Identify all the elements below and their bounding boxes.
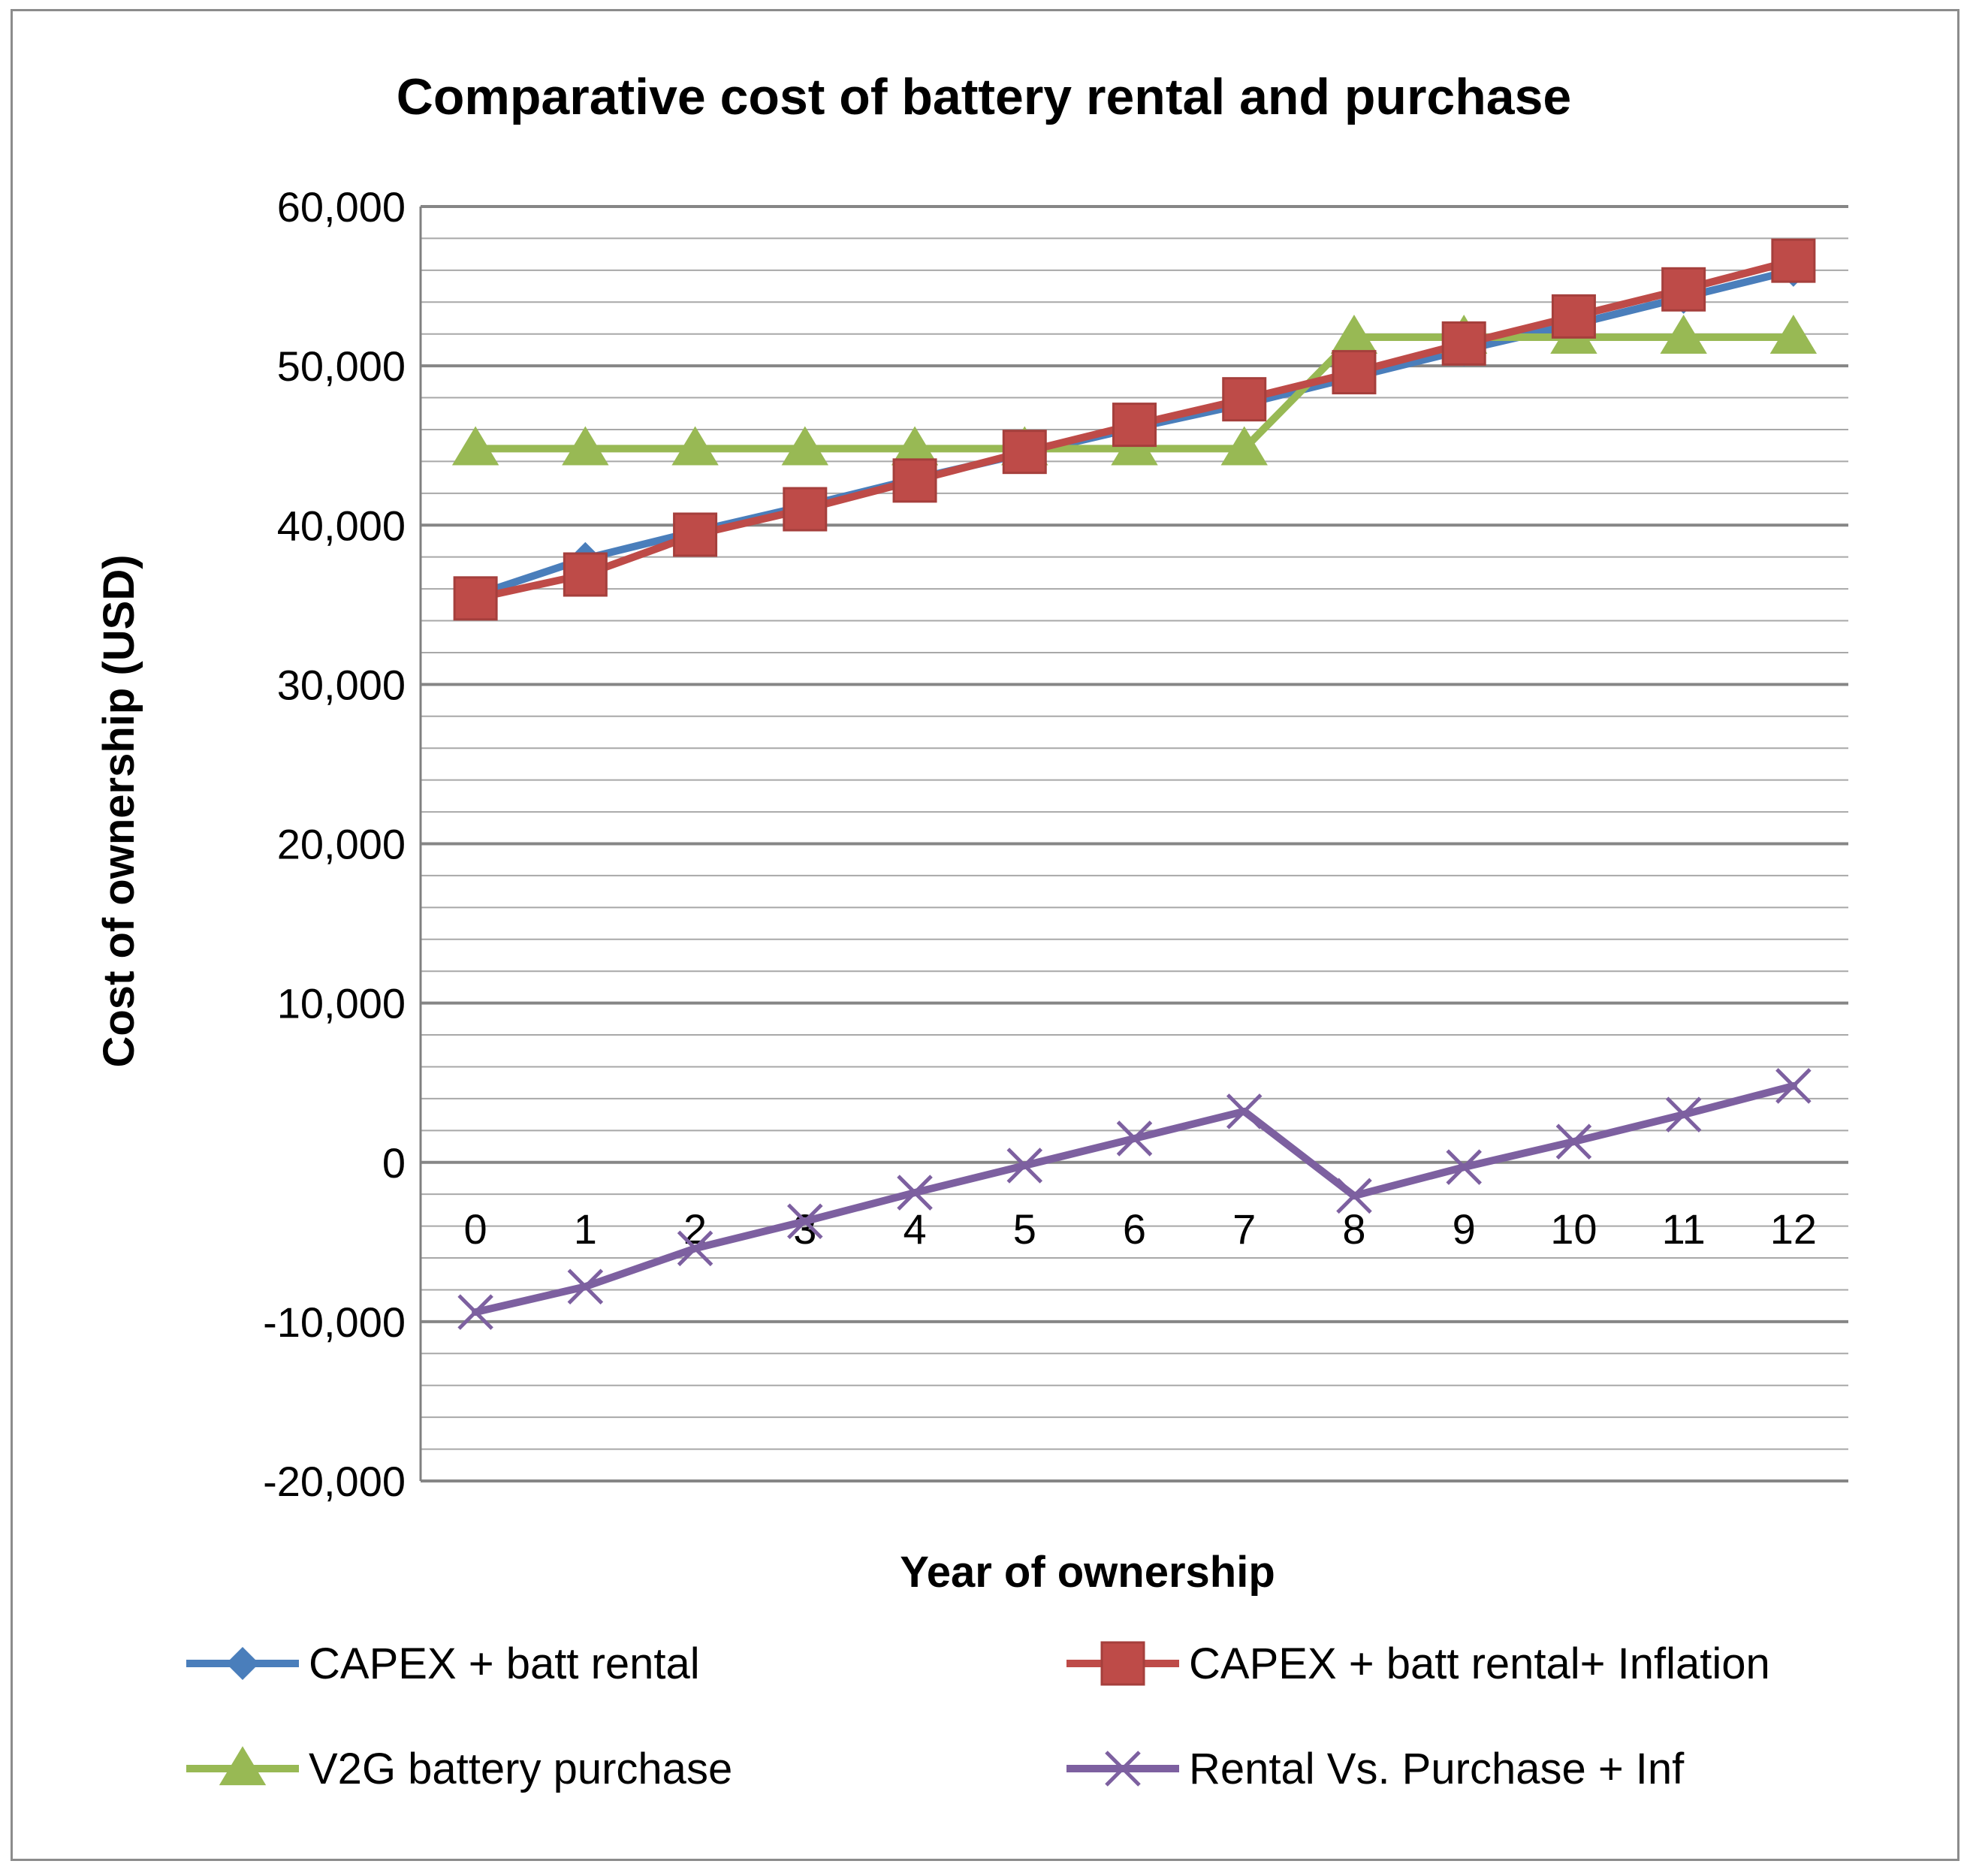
data-point-marker — [1330, 315, 1378, 354]
series-line — [472, 1081, 1797, 1317]
data-point-marker — [1006, 1148, 1043, 1184]
data-point-marker — [1551, 294, 1596, 339]
chart-frame — [11, 9, 1959, 1861]
legend-label: V2G battery purchase — [309, 1745, 732, 1793]
data-point-marker — [563, 552, 608, 597]
x-tick-label: 5 — [1013, 1205, 1036, 1253]
data-point-marker — [1332, 350, 1377, 395]
x-axis-ticks: 0 1 2 3 4 5 6 7 8 9 10 11 12 — [464, 1205, 1817, 1253]
legend-swatch-marker — [1100, 1641, 1145, 1686]
data-point-marker — [671, 426, 719, 466]
data-point-marker — [562, 426, 609, 466]
legend-swatch-marker — [1105, 1751, 1141, 1787]
y-tick-label: 30,000 — [277, 661, 406, 708]
data-point-marker — [1002, 430, 1047, 475]
x-tick-label: 4 — [903, 1205, 926, 1253]
y-tick-label: 40,000 — [277, 502, 406, 549]
y-axis-title: Cost of ownership (USD) — [95, 554, 143, 1067]
data-point-marker — [1116, 1120, 1153, 1157]
data-point-marker — [1661, 267, 1706, 312]
x-tick-label: 1 — [574, 1205, 597, 1253]
legend: CAPEX + batt rental CAPEX + batt rental+ … — [186, 1639, 1770, 1793]
x-tick-label: 8 — [1342, 1205, 1365, 1253]
gridlines — [421, 205, 1848, 1482]
y-tick-label: 10,000 — [277, 980, 406, 1027]
y-tick-label: 20,000 — [277, 821, 406, 868]
data-point-marker — [453, 576, 498, 621]
data-point-marker — [1441, 321, 1486, 366]
y-tick-label: 0 — [382, 1139, 406, 1187]
chart-title: Comparative cost of battery rental and p… — [397, 68, 1571, 125]
data-point-marker — [897, 1175, 933, 1211]
data-point-marker — [451, 426, 499, 466]
data-point-marker — [892, 458, 937, 503]
data-point-marker — [1665, 1096, 1702, 1133]
data-point-marker — [781, 426, 829, 466]
legend-item: Rental Vs. Purchase + Inf — [1066, 1745, 1685, 1793]
data-point-marker — [677, 1230, 713, 1267]
data-point-marker — [891, 426, 939, 466]
data-point-marker — [1336, 1178, 1372, 1214]
data-point-marker — [567, 1268, 604, 1304]
data-point-marker — [1226, 1093, 1263, 1130]
y-tick-label: 60,000 — [277, 183, 406, 231]
series-triangle — [451, 315, 1818, 466]
legend-label: Rental Vs. Purchase + Inf — [1189, 1745, 1685, 1793]
x-tick-label: 12 — [1770, 1205, 1817, 1253]
series-group — [451, 238, 1818, 1330]
data-point-marker — [1660, 315, 1707, 354]
legend-item: CAPEX + batt rental — [186, 1639, 700, 1688]
x-tick-label: 9 — [1453, 1205, 1476, 1253]
x-axis-title: Year of ownership — [900, 1548, 1275, 1597]
data-point-marker — [1555, 1123, 1592, 1160]
x-tick-label: 0 — [464, 1205, 487, 1253]
y-tick-label: 50,000 — [277, 342, 406, 390]
data-point-marker — [1446, 1149, 1482, 1185]
legend-item: V2G battery purchase — [186, 1745, 732, 1793]
data-point-marker — [1775, 1068, 1812, 1104]
legend-item: CAPEX + batt rental+ Inflation — [1066, 1639, 1770, 1688]
series-square — [453, 238, 1816, 621]
data-point-marker — [1769, 315, 1818, 354]
x-tick-label: 6 — [1123, 1205, 1146, 1253]
data-point-marker — [783, 487, 828, 532]
series-x — [457, 1068, 1812, 1330]
data-point-marker — [1112, 403, 1157, 448]
x-tick-label: 10 — [1550, 1205, 1597, 1253]
data-point-marker — [457, 1294, 493, 1330]
y-axis-ticks: -20,000 -10,000 0 10,000 20,000 30,000 40,000 5… — [263, 183, 406, 1505]
legend-swatch-marker — [219, 1746, 267, 1786]
legend-label: CAPEX + batt rental — [309, 1639, 700, 1688]
legend-label: CAPEX + batt rental+ Inflation — [1189, 1639, 1770, 1688]
y-tick-label: -10,000 — [263, 1298, 406, 1346]
x-tick-label: 7 — [1232, 1205, 1256, 1253]
data-point-marker — [1222, 377, 1267, 422]
x-tick-label: 11 — [1662, 1205, 1706, 1253]
y-tick-label: -20,000 — [263, 1458, 406, 1505]
data-point-marker — [1220, 426, 1268, 466]
data-point-marker — [787, 1203, 823, 1240]
data-point-marker — [1771, 238, 1816, 283]
legend-swatch-marker — [226, 1647, 259, 1680]
data-point-marker — [673, 512, 718, 557]
